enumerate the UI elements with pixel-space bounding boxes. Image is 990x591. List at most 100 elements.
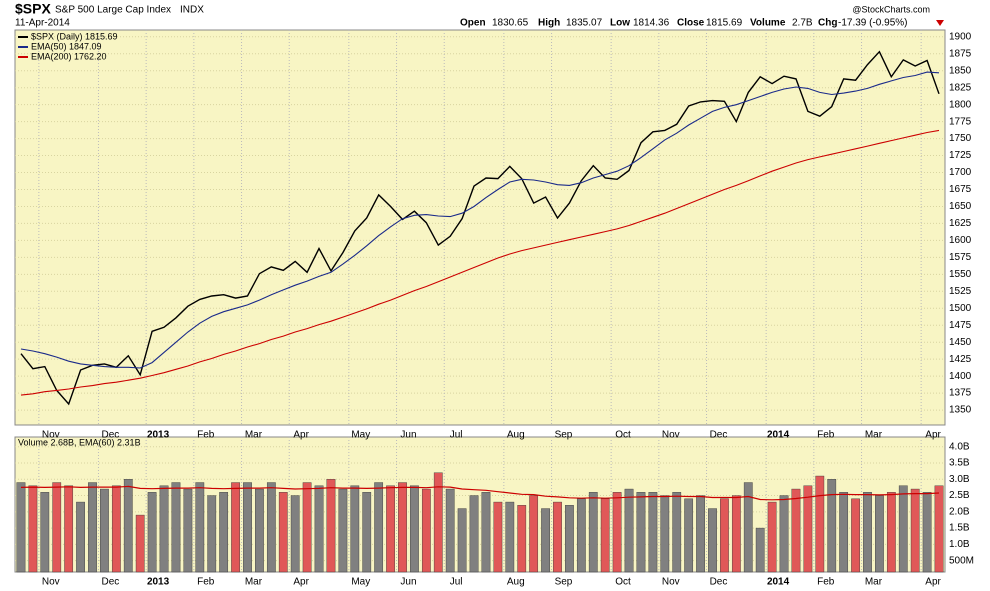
- x-tick-label: Mar: [245, 577, 263, 588]
- x-tick-label: Oct: [615, 577, 631, 588]
- volume: 2.7B: [792, 18, 813, 29]
- y-tick-label: 1375: [949, 388, 972, 399]
- volume-bar: [398, 482, 407, 573]
- volume-bar: [219, 492, 229, 573]
- volume-legend: Volume 2.68B, EMA(60) 2.31B: [18, 437, 141, 447]
- volume-bar: [731, 495, 741, 573]
- volume-bar: [720, 498, 729, 573]
- x-tick-label: 2013: [147, 430, 170, 441]
- y-tick-label: 3.5B: [949, 458, 970, 469]
- y-tick-label: 1825: [949, 82, 972, 93]
- series-line: [20, 71, 940, 369]
- legend-label: EMA(50) 1847.09: [31, 41, 102, 51]
- volume-bar: [565, 505, 574, 573]
- volume-bar: [791, 488, 801, 573]
- x-tick-label: Mar: [865, 430, 883, 441]
- volume-bar: [600, 498, 610, 573]
- x-tick-label: Jul: [450, 430, 463, 441]
- y-tick-label: 1500: [949, 303, 972, 314]
- volume-bar: [123, 479, 133, 573]
- y-tick-label: 1450: [949, 337, 972, 348]
- y-tick-label: 1675: [949, 184, 972, 195]
- x-tick-label: Feb: [197, 430, 215, 441]
- volume-bar: [886, 492, 896, 573]
- date: 11-Apr-2014: [15, 18, 70, 29]
- legend-label: EMA(200) 1762.20: [31, 51, 107, 61]
- x-tick-label: Mar: [865, 577, 883, 588]
- volume-bar: [88, 482, 97, 573]
- volume-bar: [708, 508, 717, 573]
- close-label: Close: [677, 18, 705, 29]
- volume-bar: [743, 482, 753, 573]
- volume-bar: [28, 485, 38, 573]
- volume-bar: [135, 514, 145, 573]
- x-tick-label: 2013: [147, 577, 170, 588]
- x-tick-label: Jun: [400, 577, 416, 588]
- volume-bar: [410, 485, 419, 573]
- y-tick-label: 3.0B: [949, 474, 970, 485]
- volume-bar: [684, 498, 694, 573]
- volume-bar: [362, 492, 372, 573]
- high: 1835.07: [566, 18, 603, 29]
- low-label: Low: [610, 18, 630, 29]
- volume-bar: [898, 485, 908, 573]
- volume-bar: [529, 495, 539, 573]
- volume-bar: [445, 488, 455, 573]
- volume-bar: [278, 492, 288, 573]
- volume-bar: [648, 492, 658, 573]
- volume-bar: [302, 482, 312, 573]
- x-tick-label: Apr: [293, 430, 309, 441]
- volume-bar: [803, 485, 813, 573]
- x-tick-label: Dec: [710, 577, 728, 588]
- y-tick-label: 1700: [949, 167, 972, 178]
- volume-bar: [100, 488, 109, 573]
- volume-bar: [350, 485, 360, 573]
- y-tick-label: 2.0B: [949, 506, 970, 517]
- y-tick-label: 1625: [949, 218, 972, 229]
- x-tick-label: Feb: [817, 430, 835, 441]
- volume-bar: [76, 501, 85, 573]
- volume-bar: [875, 495, 884, 573]
- volume-bar: [255, 488, 264, 573]
- volume-bar: [827, 479, 837, 573]
- chg: -17.39 (-0.95%): [838, 18, 907, 29]
- x-tick-label: Sep: [555, 577, 573, 588]
- volume-label: Volume: [750, 18, 786, 29]
- y-tick-label: 1725: [949, 150, 972, 161]
- volume-bar: [481, 492, 491, 573]
- volume-bar: [111, 485, 121, 573]
- x-tick-label: Jul: [450, 577, 463, 588]
- x-tick-label: Oct: [615, 430, 631, 441]
- y-tick-label: 1575: [949, 252, 972, 263]
- volume-bar: [314, 485, 324, 573]
- volume-bar: [863, 492, 872, 573]
- volume-bar: [374, 482, 384, 573]
- volume-bar: [243, 482, 252, 573]
- open: 1830.65: [492, 18, 529, 29]
- volume-bar: [171, 482, 181, 573]
- volume-bar: [934, 485, 944, 573]
- y-tick-label: 2.5B: [949, 490, 970, 501]
- volume-bar: [922, 492, 932, 573]
- volume-bar: [469, 495, 479, 573]
- volume-bar: [755, 527, 765, 573]
- volume-bar: [624, 488, 634, 573]
- volume-bar: [421, 488, 431, 573]
- y-tick-label: 1750: [949, 133, 972, 144]
- y-tick-label: 1425: [949, 354, 972, 365]
- volume-bar: [159, 485, 169, 573]
- volume-bar: [64, 485, 74, 573]
- volume-bar: [433, 472, 443, 573]
- x-tick-label: Apr: [293, 577, 309, 588]
- y-tick-label: 1525: [949, 286, 972, 297]
- volume-bar: [553, 501, 562, 573]
- x-tick-label: Aug: [507, 577, 525, 588]
- x-tick-label: 2014: [767, 430, 790, 441]
- volume-bar: [541, 508, 550, 573]
- y-tick-label: 1875: [949, 48, 972, 59]
- exchange: INDX: [180, 5, 204, 16]
- volume-bar: [505, 501, 515, 573]
- close: 1815.69: [706, 18, 743, 29]
- x-tick-label: Sep: [555, 430, 573, 441]
- x-tick-label: Nov: [42, 430, 60, 441]
